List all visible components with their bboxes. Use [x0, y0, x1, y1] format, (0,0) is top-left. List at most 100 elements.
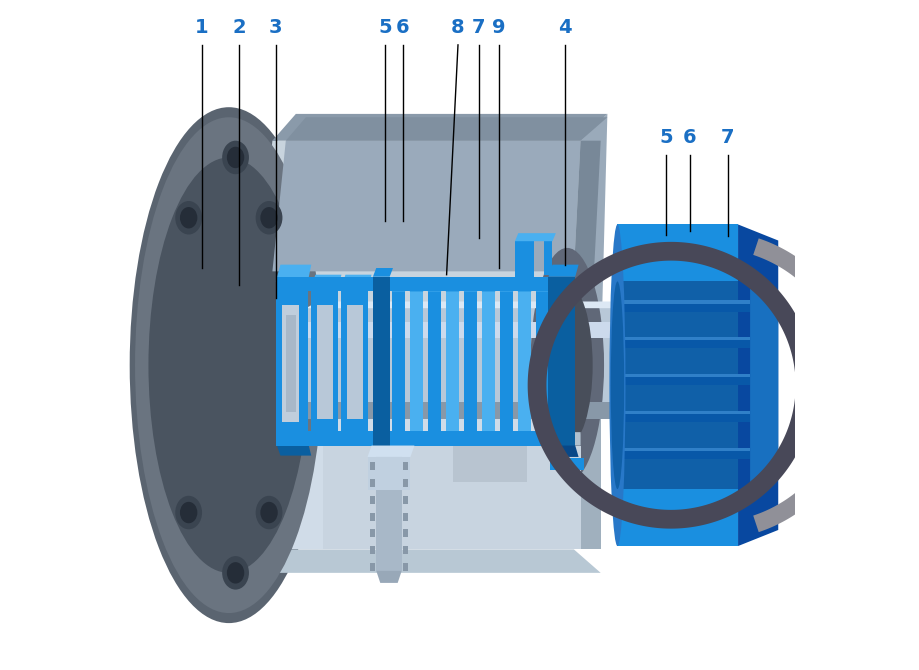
Polygon shape — [445, 432, 461, 439]
Ellipse shape — [227, 562, 244, 584]
Ellipse shape — [255, 201, 282, 234]
Ellipse shape — [227, 147, 244, 168]
Polygon shape — [286, 117, 607, 141]
Text: 6: 6 — [396, 18, 410, 37]
Polygon shape — [272, 114, 607, 141]
Ellipse shape — [255, 496, 282, 529]
Bar — [427, 291, 441, 432]
Bar — [445, 291, 459, 432]
Bar — [369, 546, 375, 554]
Bar — [403, 546, 408, 554]
Polygon shape — [249, 141, 580, 365]
Bar — [369, 513, 375, 521]
Bar — [617, 448, 749, 451]
Ellipse shape — [657, 325, 677, 402]
Bar — [548, 277, 574, 446]
Bar — [617, 411, 749, 414]
Polygon shape — [573, 365, 600, 549]
Bar — [282, 305, 299, 422]
Polygon shape — [427, 283, 443, 291]
Polygon shape — [249, 549, 600, 573]
Polygon shape — [391, 432, 407, 439]
Bar — [341, 288, 368, 436]
Bar — [306, 308, 667, 419]
Polygon shape — [535, 432, 551, 439]
Ellipse shape — [180, 207, 198, 228]
Polygon shape — [376, 571, 402, 583]
Bar — [403, 563, 408, 571]
Bar — [369, 563, 375, 571]
Bar — [376, 450, 402, 571]
Bar — [372, 277, 390, 446]
Bar — [617, 451, 749, 459]
Polygon shape — [548, 265, 578, 277]
Ellipse shape — [175, 201, 202, 234]
Text: 7: 7 — [720, 129, 734, 147]
Bar — [346, 305, 362, 419]
Bar — [369, 479, 375, 487]
Bar — [409, 291, 423, 432]
Polygon shape — [445, 283, 461, 291]
Ellipse shape — [681, 232, 754, 538]
Bar — [369, 529, 375, 537]
Polygon shape — [617, 281, 749, 489]
Text: 2: 2 — [232, 18, 245, 37]
Polygon shape — [368, 446, 414, 457]
Ellipse shape — [135, 117, 323, 613]
Polygon shape — [311, 275, 341, 288]
Bar — [276, 281, 308, 442]
Bar — [369, 496, 375, 504]
Ellipse shape — [221, 556, 249, 590]
Ellipse shape — [148, 157, 309, 573]
Polygon shape — [749, 281, 777, 489]
Bar — [617, 300, 749, 304]
Polygon shape — [306, 302, 679, 308]
Bar — [286, 315, 296, 412]
Bar — [403, 462, 408, 470]
Bar — [482, 291, 494, 432]
Polygon shape — [573, 114, 607, 365]
Bar — [517, 291, 530, 432]
Bar — [403, 513, 408, 521]
Bar — [368, 457, 410, 490]
Polygon shape — [499, 283, 516, 291]
Polygon shape — [391, 283, 407, 291]
Bar — [617, 414, 749, 422]
Ellipse shape — [221, 141, 249, 174]
Ellipse shape — [608, 224, 625, 546]
Text: 5: 5 — [659, 129, 673, 147]
Text: 6: 6 — [682, 129, 696, 147]
Bar — [499, 291, 513, 432]
Bar — [617, 374, 749, 377]
Ellipse shape — [175, 496, 202, 529]
Polygon shape — [517, 432, 533, 439]
Bar — [306, 402, 667, 419]
Polygon shape — [573, 141, 600, 271]
Polygon shape — [548, 446, 578, 457]
Bar — [369, 462, 375, 470]
Polygon shape — [515, 241, 551, 280]
Polygon shape — [323, 432, 580, 446]
Bar — [453, 446, 527, 482]
Polygon shape — [737, 224, 777, 546]
Bar — [403, 496, 408, 504]
Polygon shape — [753, 239, 864, 532]
Text: 8: 8 — [450, 18, 464, 37]
Bar — [550, 458, 584, 470]
Ellipse shape — [529, 248, 604, 482]
Bar — [276, 431, 573, 446]
Bar — [617, 337, 749, 340]
Bar — [316, 305, 333, 419]
Bar — [617, 377, 749, 385]
Polygon shape — [249, 365, 573, 549]
Bar — [311, 288, 337, 436]
Polygon shape — [528, 242, 813, 529]
Polygon shape — [617, 224, 737, 546]
Text: 4: 4 — [557, 18, 571, 37]
Polygon shape — [482, 432, 497, 439]
Polygon shape — [463, 432, 480, 439]
Text: 9: 9 — [492, 18, 505, 37]
Polygon shape — [409, 283, 425, 291]
Polygon shape — [276, 265, 311, 281]
Polygon shape — [341, 275, 371, 288]
